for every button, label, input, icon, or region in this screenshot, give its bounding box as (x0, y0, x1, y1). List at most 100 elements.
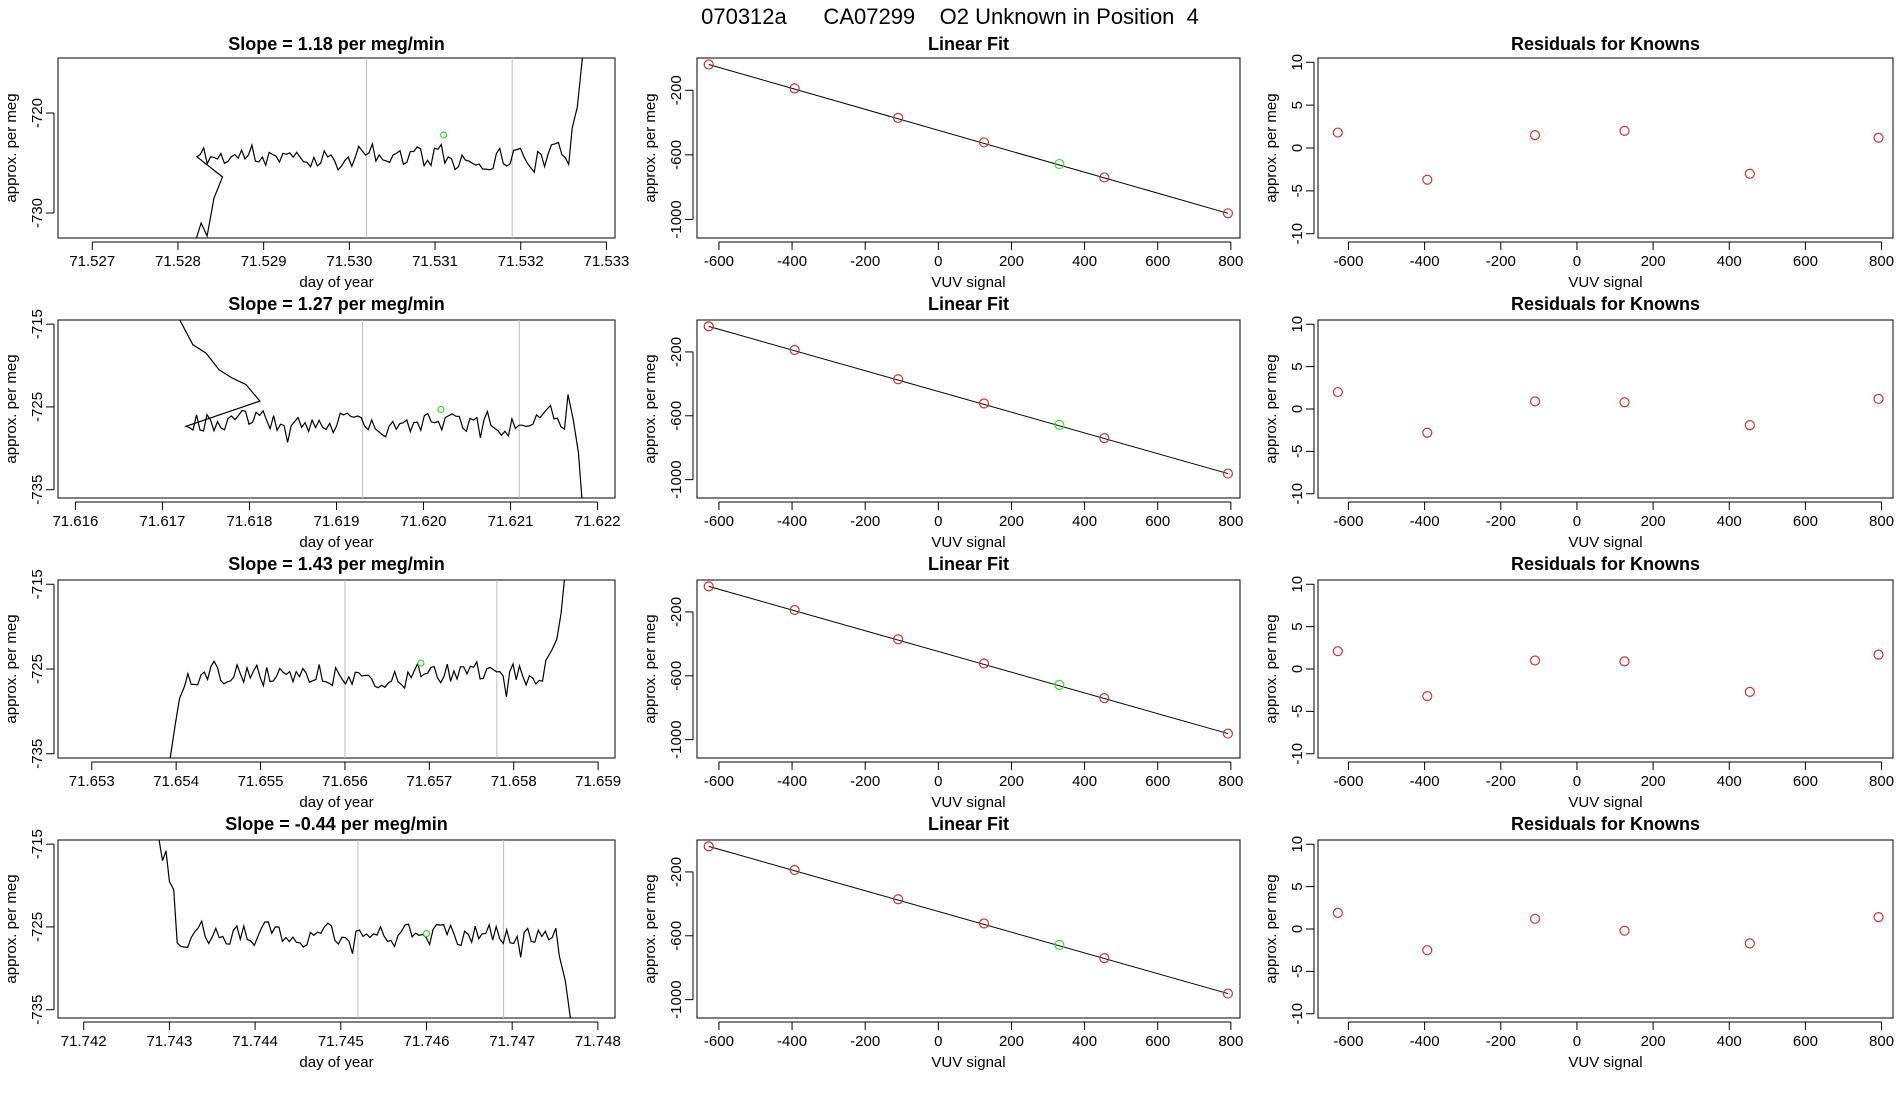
plot-ts1: Slope = 1.18 per meg/min 71.527 71.528 71.5… (3, 34, 629, 291)
y-axis-label: approx. per meg (642, 874, 659, 983)
x-tick-label: 800 (1218, 253, 1243, 270)
x-tick-label: 200 (1641, 253, 1666, 270)
x-tick-label: 71.616 (52, 513, 98, 530)
unknown-point-marker (417, 659, 425, 667)
y-tick-label: -730 (29, 198, 46, 228)
y-tick-label: -200 (668, 337, 685, 367)
x-tick-label: 71.654 (153, 773, 199, 790)
plot-frame (1317, 839, 1894, 1019)
y-tick-label: -200 (668, 857, 685, 887)
plot-frame (57, 839, 616, 1019)
known-point (978, 137, 990, 148)
x-tick-label: 71.657 (406, 773, 452, 790)
known-point (703, 59, 714, 70)
plot-rs3: Residuals for Knowns -600 -400 -200 0 200 400 6… (1263, 554, 1894, 811)
x-tick-label: 400 (1072, 513, 1097, 530)
known-point (1873, 132, 1884, 143)
x-tick-label: 800 (1869, 513, 1894, 530)
plot-frame (57, 579, 616, 759)
plot-title: Slope = 1.43 per meg/min (228, 554, 445, 574)
y-tick-label: 0 (1289, 144, 1306, 152)
known-point (1873, 649, 1884, 660)
y-tick-label: 10 (1289, 316, 1306, 333)
unknown-point-marker (422, 929, 431, 938)
y-tick-label: -715 (29, 829, 46, 859)
y-axis-label: approx. per meg (3, 614, 20, 723)
x-tick-label: -400 (1410, 773, 1440, 790)
y-tick-label: 5 (1289, 622, 1306, 630)
plot-title: Residuals for Knowns (1511, 814, 1700, 834)
x-axis-label: day of year (299, 794, 373, 811)
known-point (1529, 396, 1541, 407)
x-tick-label: 200 (999, 513, 1024, 530)
x-axis-label: VUV signal (931, 534, 1005, 551)
x-tick-label: -600 (704, 773, 734, 790)
x-tick-label: 71.618 (227, 513, 273, 530)
y-tick-label: 5 (1289, 101, 1306, 109)
x-tick-label: 400 (1072, 1033, 1097, 1050)
known-point (1332, 127, 1343, 138)
fit-line (708, 845, 1229, 995)
plot-lf2: Linear Fit -600 -400 -200 0 200 400 600 800 -200 -… (642, 294, 1243, 551)
x-tick-label: 0 (1573, 1033, 1581, 1050)
x-tick-label: 71.621 (488, 513, 534, 530)
y-axis-label: approx. per meg (642, 93, 659, 202)
known-point (1222, 728, 1234, 739)
x-tick-label: 71.622 (575, 513, 621, 530)
x-tick-label: 200 (1641, 1033, 1666, 1050)
x-tick-label: 0 (934, 253, 942, 270)
y-axis-label: approx. per meg (1263, 354, 1280, 463)
y-tick-label: -10 (1289, 743, 1306, 765)
x-tick-label: 400 (1717, 773, 1742, 790)
fit-line (708, 325, 1229, 475)
known-point (1529, 655, 1541, 666)
known-point (1222, 468, 1234, 479)
plot-ts3: Slope = 1.43 per meg/min 71.653 71.654 71.6… (3, 554, 621, 811)
x-tick-label: -600 (704, 513, 734, 530)
x-tick-label: 71.745 (318, 1033, 364, 1050)
x-tick-label: 71.532 (498, 253, 544, 270)
x-tick-label: 71.617 (139, 513, 185, 530)
x-tick-label: 800 (1869, 253, 1894, 270)
known-point (1099, 693, 1110, 704)
x-tick-label: 71.529 (241, 253, 287, 270)
series-line (169, 580, 565, 758)
y-tick-label: -200 (668, 75, 685, 105)
known-point (1529, 130, 1541, 141)
known-point (1619, 925, 1630, 936)
y-tick-label: -10 (1289, 223, 1306, 245)
unknown-point-marker (440, 131, 448, 139)
x-tick-label: 71.743 (146, 1033, 192, 1050)
x-tick-label: 400 (1717, 1033, 1742, 1050)
y-axis-label: approx. per meg (642, 614, 659, 723)
x-tick-label: -400 (777, 513, 807, 530)
y-tick-label: -1000 (668, 200, 685, 238)
x-tick-label: 800 (1869, 773, 1894, 790)
x-tick-label: 71.744 (232, 1033, 278, 1050)
plot-rs2: Residuals for Knowns -600 -400 -200 0 200 400 6… (1263, 294, 1894, 551)
known-point (703, 321, 714, 332)
x-tick-label: 0 (934, 1033, 942, 1050)
x-tick-label: 800 (1869, 1033, 1894, 1050)
x-tick-label: 400 (1072, 773, 1097, 790)
unknown-point-marker (437, 405, 445, 414)
x-axis-label: VUV signal (1568, 534, 1642, 551)
x-tick-label: 400 (1717, 513, 1742, 530)
x-axis-label: day of year (299, 1054, 373, 1071)
plot-lf3: Linear Fit -600 -400 -200 0 200 400 600 800 -200 -… (642, 554, 1243, 811)
y-axis-label: approx. per meg (3, 874, 20, 983)
known-point (703, 841, 714, 852)
x-tick-label: 200 (1641, 773, 1666, 790)
y-tick-label: -715 (29, 569, 46, 599)
x-tick-label: 71.528 (155, 253, 201, 270)
x-tick-label: 600 (1793, 773, 1818, 790)
plot-frame (57, 57, 616, 239)
known-point (1744, 420, 1755, 431)
unknown-point (1054, 419, 1065, 430)
x-tick-label: 800 (1218, 1033, 1243, 1050)
x-tick-label: -400 (1410, 513, 1440, 530)
plot-title: Linear Fit (928, 814, 1009, 834)
y-tick-label: -5 (1289, 445, 1306, 458)
x-tick-label: -400 (777, 1033, 807, 1050)
